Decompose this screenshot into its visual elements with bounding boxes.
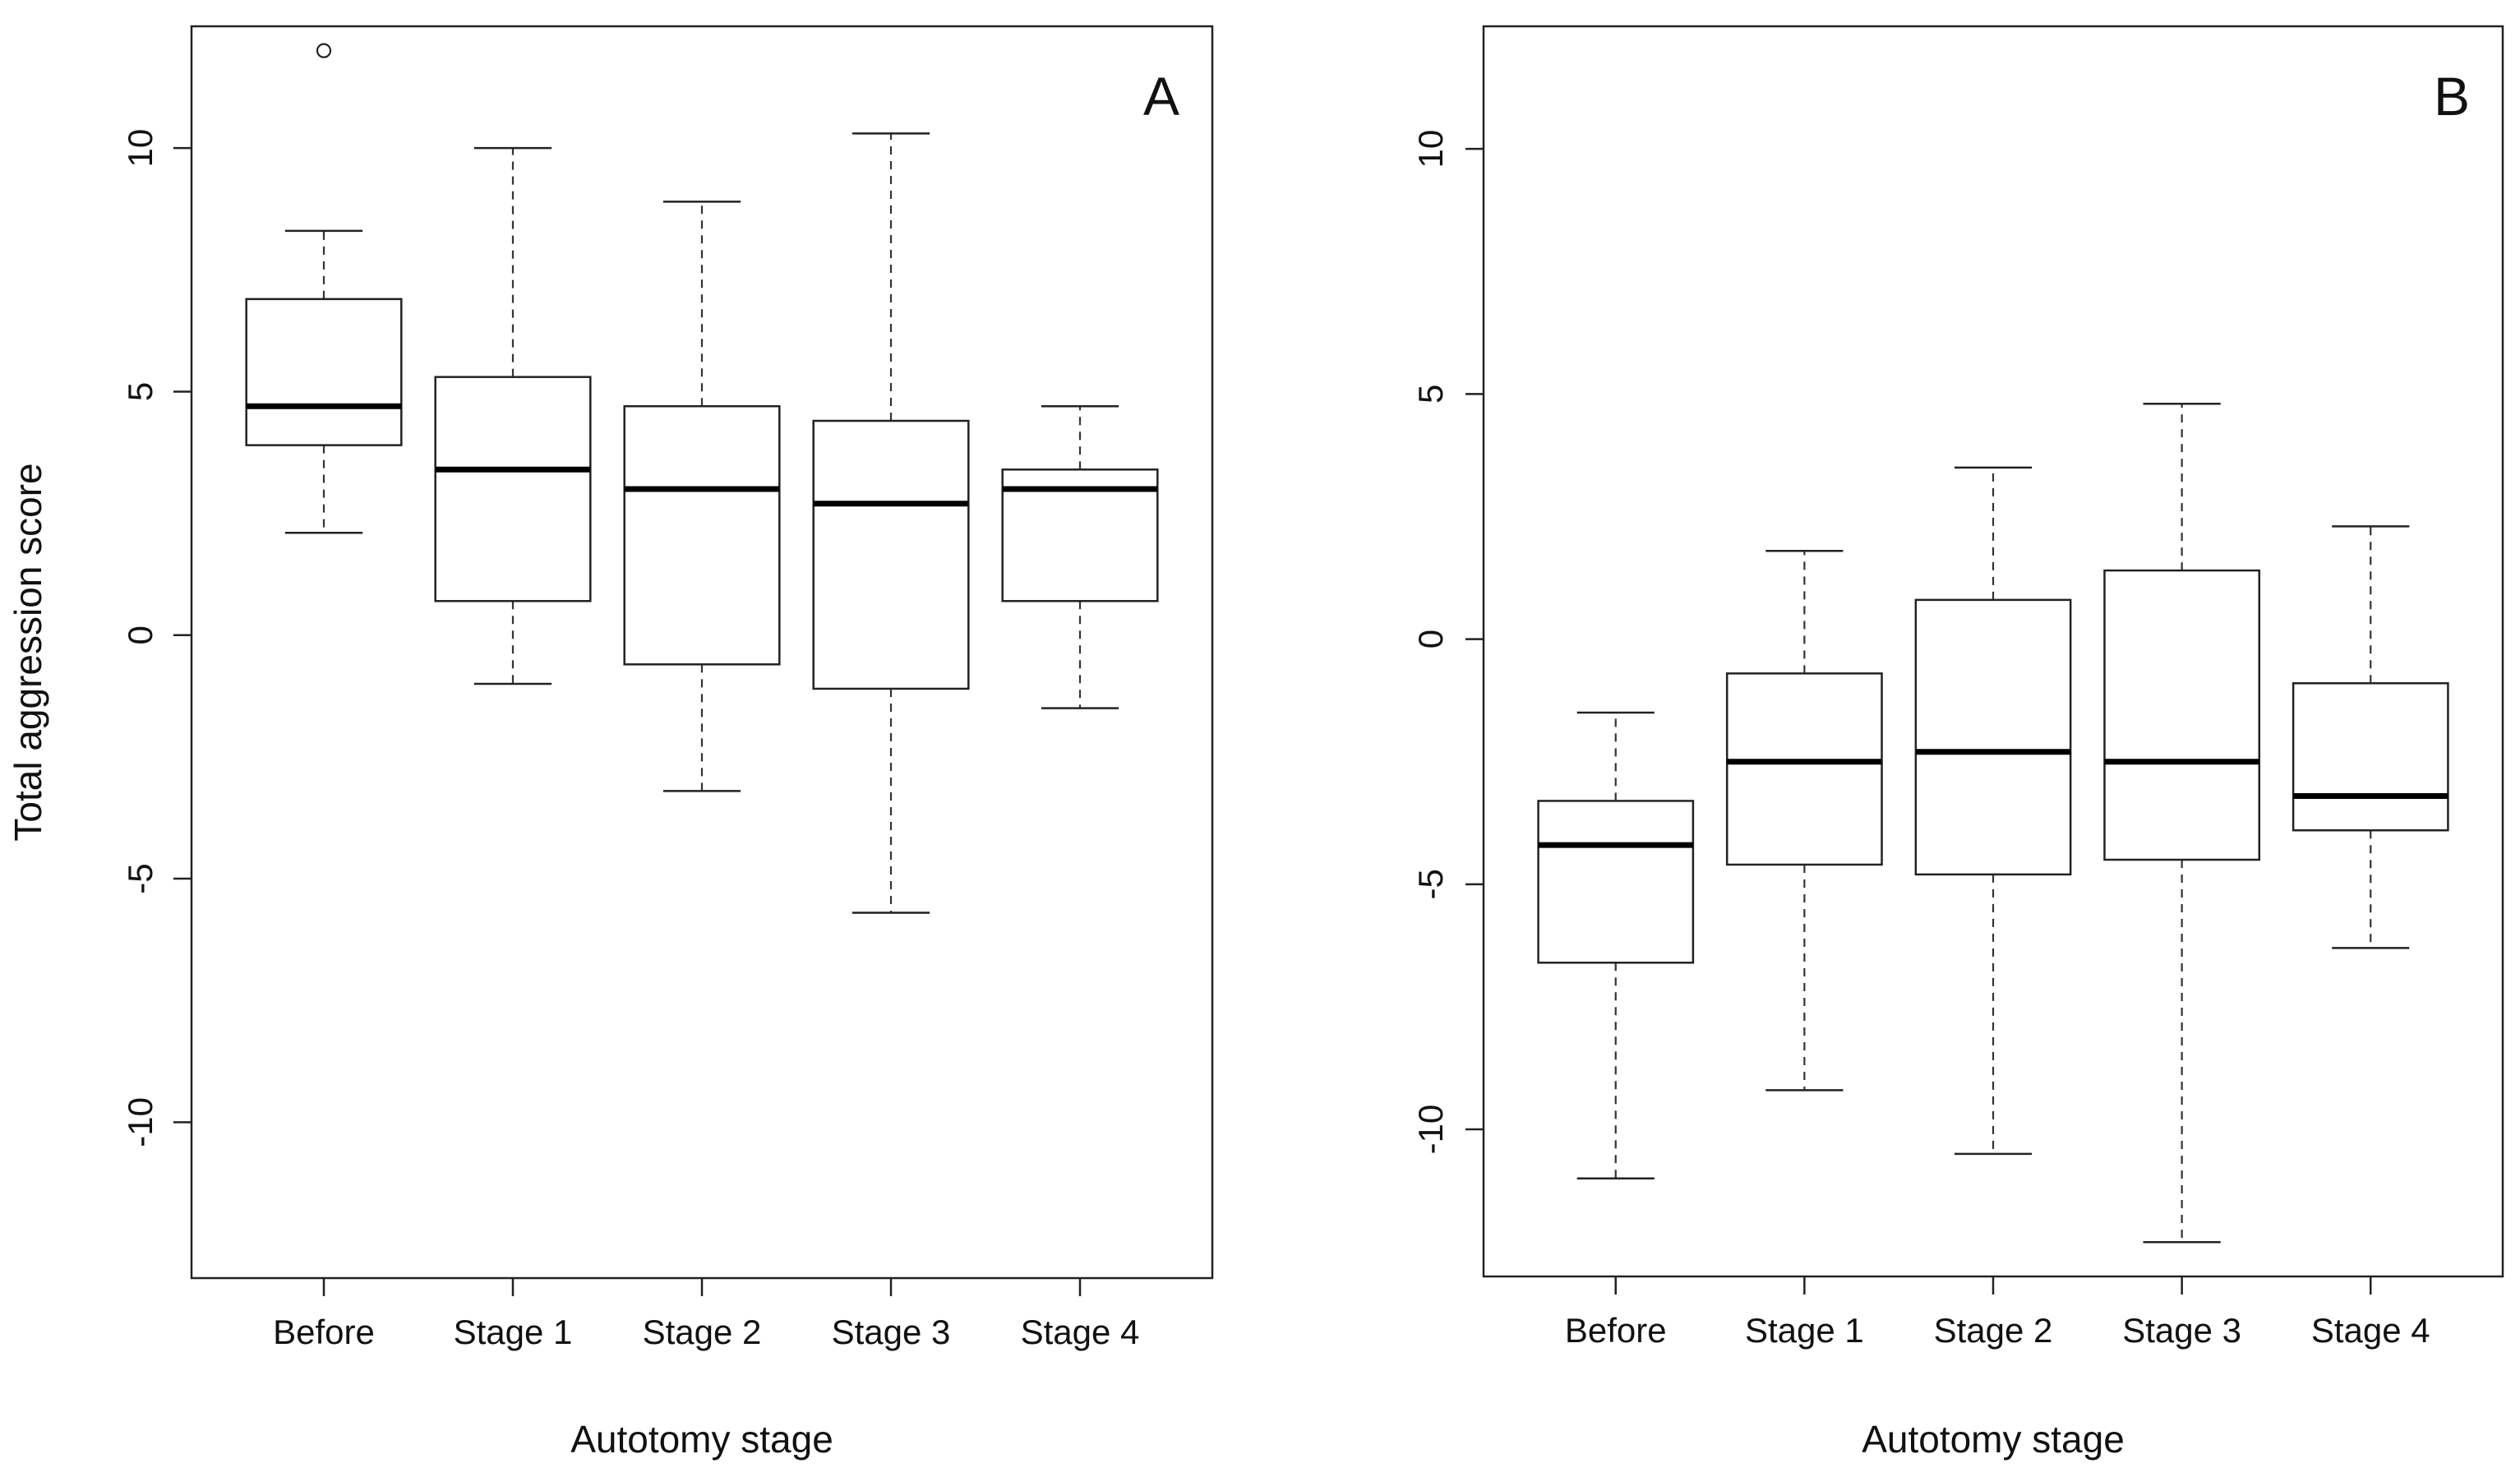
y-tick-label: -5 <box>121 863 159 893</box>
y-tick-label: 10 <box>1411 130 1450 168</box>
box-stage-1 <box>434 146 592 685</box>
panel-label: B <box>2434 66 2470 127</box>
y-tick-label: 0 <box>1411 630 1450 648</box>
box-stage-2 <box>1914 466 2072 1156</box>
iqr-box <box>1914 598 2072 876</box>
x-tick-label: Stage 4 <box>1021 1313 1140 1351</box>
y-tick-label: 10 <box>121 129 159 168</box>
box-before <box>245 43 403 534</box>
iqr-box <box>1537 800 1695 964</box>
panel-label: A <box>1143 66 1179 127</box>
iqr-box <box>245 298 403 446</box>
x-tick-label: Stage 1 <box>454 1313 573 1351</box>
box-stage-3 <box>2103 403 2261 1244</box>
iqr-box <box>623 404 781 666</box>
box-stage-1 <box>1725 549 1883 1092</box>
iqr-box <box>2292 682 2449 832</box>
x-tick-label: Stage 2 <box>1934 1311 2053 1350</box>
y-tick-label: -5 <box>1411 869 1450 899</box>
iqr-box <box>1725 672 1883 866</box>
y-tick-label: -10 <box>121 1097 159 1147</box>
box-stage-4 <box>1001 404 1159 709</box>
outlier-point <box>316 43 332 58</box>
iqr-box <box>812 419 970 690</box>
panel-b: -10 -5 0 5 10 Before Stage 1 Stage 2 Stage 3 Stag… <box>1411 25 2504 1461</box>
y-tick-label: 0 <box>121 625 159 644</box>
chart-panels: -10 -5 0 5 10 Before Stage 1 Stage 2 Stage 3 Stag… <box>7 25 2504 1461</box>
x-tick-label: Before <box>1565 1311 1667 1350</box>
y-tick-label: -10 <box>1411 1105 1450 1155</box>
iqr-box <box>2103 569 2261 861</box>
box-stage-2 <box>623 201 781 792</box>
y-axis-title: Total aggression score <box>7 463 49 841</box>
y-tick-label: 5 <box>1411 385 1450 404</box>
x-axis-title: Autotomy stage <box>570 1418 833 1461</box>
x-tick-label: Stage 3 <box>2122 1311 2241 1350</box>
box-stage-4 <box>2292 525 2449 949</box>
panel-a: -10 -5 0 5 10 Before Stage 1 Stage 2 Stage 3 Stag… <box>7 25 1214 1461</box>
x-tick-label: Stage 1 <box>1745 1311 1864 1350</box>
x-tick-label: Stage 2 <box>643 1313 762 1351</box>
iqr-box <box>434 376 592 602</box>
box-stage-3 <box>812 132 970 914</box>
box-before <box>1537 711 1695 1179</box>
x-tick-label: Before <box>273 1313 375 1351</box>
x-tick-label: Stage 4 <box>2311 1311 2430 1350</box>
x-tick-label: Stage 3 <box>832 1313 951 1351</box>
x-axis-title: Autotomy stage <box>1862 1418 2125 1461</box>
y-tick-label: 5 <box>121 382 159 401</box>
